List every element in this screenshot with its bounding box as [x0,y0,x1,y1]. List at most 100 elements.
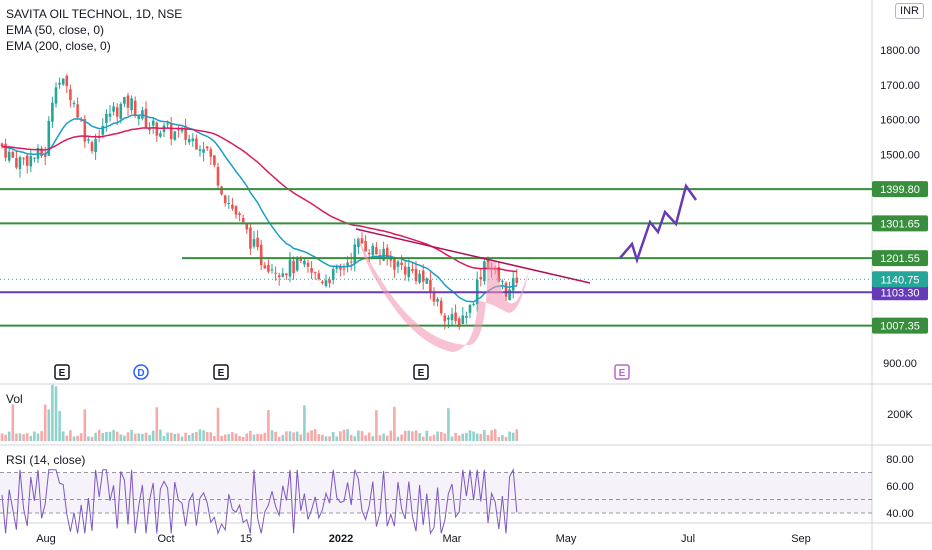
candle-body [317,273,321,280]
volume-bar [493,429,497,441]
trendline [355,228,591,284]
volume-bar [123,435,126,441]
candle-body [245,223,249,230]
volume-bar [241,436,245,441]
candle-body [306,262,310,267]
candle-body [137,115,141,119]
candle-body [166,123,169,125]
currency-button[interactable]: INR [895,3,924,19]
level-label: 1399.80 [880,184,920,196]
candle-body [209,149,213,157]
candle-body [58,82,61,85]
candle-body [274,272,277,274]
candle-body [447,317,450,320]
candle-body [7,151,11,161]
candle-body [65,75,69,86]
candle-body [360,238,364,244]
rsi-line [1,468,518,536]
volume-bar [108,431,112,441]
volume-bar [169,432,173,441]
volume-bar [15,433,18,441]
candle-body [159,133,162,137]
candle-body [187,139,191,143]
volume-bar [418,433,421,441]
time-tick-label: Aug [36,533,56,545]
volume-bar [306,432,310,441]
candle-body [389,258,393,261]
volume-bar [87,436,90,441]
candle-body [421,270,425,282]
candle-body [288,259,292,277]
time-tick-label: May [556,533,577,545]
level-label: 1007.35 [880,321,920,333]
volume-bar [339,431,342,441]
candle-body [61,78,65,85]
volume-bar [465,432,468,441]
volume-bar [166,432,169,441]
candle-body [418,273,421,283]
candle-body [281,273,285,277]
candle-body [331,269,335,281]
volume-bar [414,430,418,441]
volume-bar [292,432,295,441]
candle-body [25,155,29,166]
volume-bar [159,429,162,441]
volume-bar [313,429,317,441]
volume-bar [72,436,76,441]
volume-bar [115,431,119,441]
volume-bar [213,436,216,441]
candle-body [267,264,270,272]
candle-body [367,252,371,255]
candle-body [346,262,349,267]
volume-bar [105,431,108,441]
volume-bar [454,432,457,441]
time-tick-label: Sep [791,533,811,545]
volume-bar [238,436,241,441]
candle-body [396,261,400,267]
volume-bar [252,434,256,441]
candle-body [483,261,486,282]
candle-body [76,104,79,118]
volume-bar [54,386,58,441]
volume-bar [501,435,504,441]
earnings-marker [54,364,70,380]
candle-body [202,149,205,153]
candle-body [403,266,407,275]
volume-bar [191,433,195,441]
candle-body [497,266,501,282]
volume-bar [277,436,281,441]
candle-body [101,125,105,135]
volume-bar [421,436,425,441]
volume-bar [65,435,69,441]
volume-bar [411,431,414,441]
volume-bar [195,432,198,441]
event-marker-label: E [218,368,225,379]
candle-body [457,318,461,327]
volume-bar [317,434,321,441]
candle-body [461,315,465,324]
candle-body [270,269,274,271]
volume-bar [375,410,378,441]
volume-bar [69,430,72,441]
candle-body [115,107,119,117]
ema200-line [1,127,517,273]
volume-bar [270,430,274,441]
candle-body [180,129,184,132]
volume-bar [371,436,375,441]
candle-body [303,260,306,265]
candle-body [184,125,187,140]
volume-bar [450,436,454,441]
volume-bar [18,433,22,441]
candle-body [15,158,18,168]
candle-body [382,248,385,261]
volume-bar [364,435,367,441]
volume-bar [4,434,7,441]
volume-bar [83,409,87,441]
dividend-marker [133,364,149,380]
candle-body [169,124,173,139]
volume-bar [432,434,436,441]
candle-body [195,138,198,150]
volume-bar [155,407,159,441]
time-tick-label: Oct [157,533,174,545]
